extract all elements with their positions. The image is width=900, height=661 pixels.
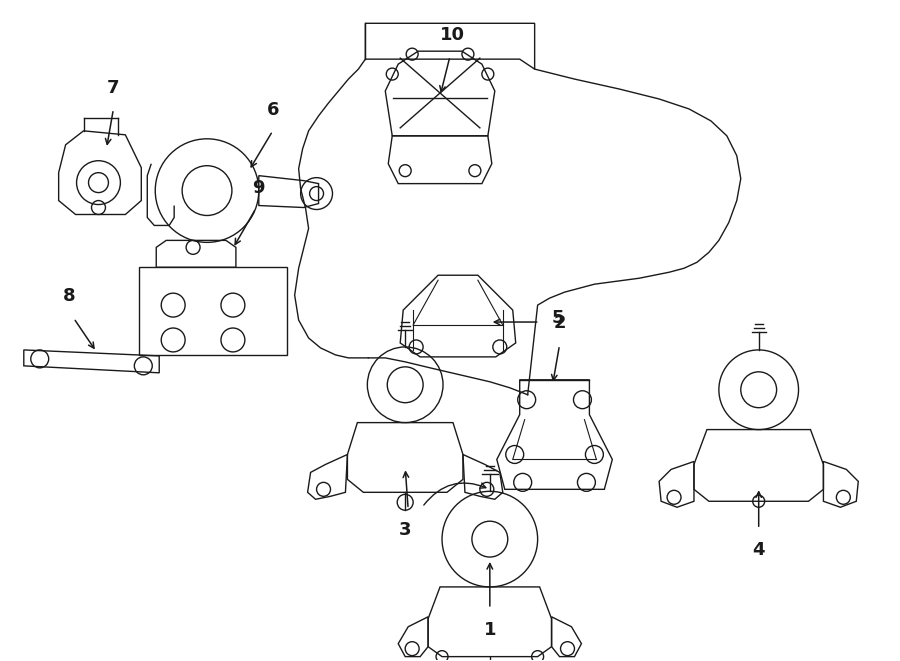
Text: 5: 5 xyxy=(552,309,564,327)
Text: 8: 8 xyxy=(63,287,76,305)
Bar xyxy=(140,267,287,355)
Text: 10: 10 xyxy=(439,26,464,44)
Text: 4: 4 xyxy=(752,541,765,559)
Text: 7: 7 xyxy=(107,79,120,97)
Text: 3: 3 xyxy=(399,521,411,539)
Text: 6: 6 xyxy=(266,101,279,119)
Text: 1: 1 xyxy=(483,621,496,639)
Text: 2: 2 xyxy=(554,314,566,332)
Text: 9: 9 xyxy=(253,178,266,196)
